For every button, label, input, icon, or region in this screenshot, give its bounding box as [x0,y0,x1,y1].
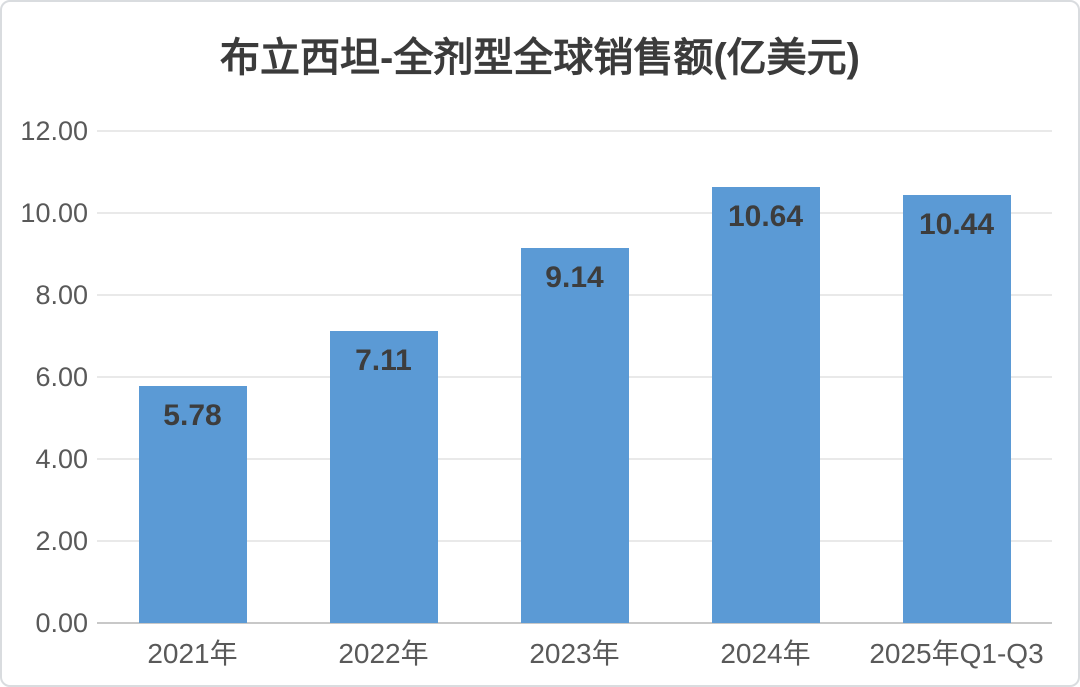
chart-title: 布立西坦-全剂型全球销售额(亿美元) [220,36,860,80]
y-tick-label: 4.00 [35,444,88,474]
bar-3 [520,248,629,623]
x-tick-label: 2025年Q1-Q3 [869,638,1044,669]
gridline [97,130,1052,132]
bar-value-label: 10.64 [727,199,804,233]
bar-value-label: 10.44 [918,207,995,241]
x-tick-label: 2023年 [529,638,620,669]
bar-5 [902,194,1011,623]
y-tick-label: 6.00 [35,362,88,392]
x-tick-label: 2022年 [338,638,429,669]
gridline [97,212,1052,214]
bar-value-label: 7.11 [355,344,412,378]
y-tick-label: 10.00 [20,198,88,228]
bar-4 [711,186,820,623]
bar-value-label: 5.78 [163,399,222,433]
y-tick-label: 8.00 [35,280,88,310]
bar-value-label: 9.14 [545,261,604,295]
x-tick-label: 2024年 [720,638,811,669]
x-tick-label: 2021年 [147,638,238,669]
bar-1 [138,386,247,623]
y-tick-label: 2.00 [35,526,88,556]
x-axis-line [97,622,1052,624]
bar-2 [329,331,438,623]
y-tick-label: 12.00 [20,116,88,146]
y-tick-label: 0.00 [35,608,88,638]
